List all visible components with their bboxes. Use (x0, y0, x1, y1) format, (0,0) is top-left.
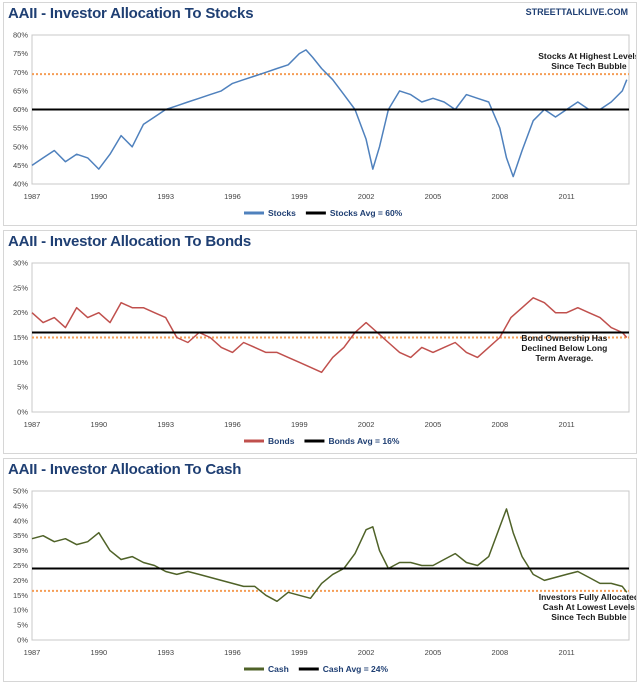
y-tick-label: 35% (13, 531, 28, 540)
y-tick-label: 80% (13, 31, 28, 40)
y-tick-label: 0% (17, 636, 28, 645)
annotation-line: Bond Ownership Has (521, 333, 607, 343)
y-tick-label: 55% (13, 124, 28, 133)
y-tick-label: 40% (13, 516, 28, 525)
x-tick-label: 2008 (491, 648, 508, 657)
y-tick-label: 50% (13, 142, 28, 151)
annotation-line: Term Average. (536, 353, 594, 363)
x-tick-label: 1990 (90, 420, 107, 429)
cash-chart: 0% 5% 10% 15% 20% 25% 30% 35% 40% 45% 50% 1987 1990 1… (13, 487, 636, 675)
y-tick-label: 70% (13, 68, 28, 77)
annotation-line: Stocks At Highest Levels (538, 51, 636, 61)
x-tick-label: 1993 (157, 420, 174, 429)
x-tick-label: 1993 (157, 648, 174, 657)
y-tick-label: 10% (13, 358, 28, 367)
x-tick-label: 2011 (559, 420, 575, 429)
x-tick-label: 1987 (24, 192, 41, 201)
series-line-cash (31, 508, 628, 603)
y-tick-label: 15% (13, 333, 28, 342)
x-tick-label: 2005 (425, 648, 442, 657)
plot-area (31, 490, 630, 641)
x-tick-label: 1996 (224, 420, 241, 429)
x-tick-label: 2002 (358, 420, 375, 429)
chart-title: AAII - Investor Allocation To Cash (8, 461, 242, 478)
y-tick-label: 25% (13, 561, 28, 570)
x-tick-label: 2008 (491, 420, 508, 429)
y-tick-label: 20% (13, 576, 28, 585)
stocks-chart-panel: 40% 45% 50% 55% 60% 65% 70% 75% 80% 1987 1990 1993 1… (3, 2, 637, 226)
legend-label-series: Cash (268, 664, 289, 674)
legend-label-average: Bonds Avg = 16% (328, 436, 399, 446)
bonds-chart: 0% 5% 10% 15% 20% 25% 30% 1987 1990 1993 1996 1999 2… (13, 259, 630, 446)
legend: Stocks Stocks Avg = 60% (244, 208, 403, 218)
legend-label-series: Bonds (268, 436, 295, 446)
annotation-line: Cash At Lowest Levels (543, 602, 636, 612)
legend-label-series: Stocks (268, 208, 296, 218)
legend-label-average: Stocks Avg = 60% (330, 208, 403, 218)
bonds-chart-panel: 0% 5% 10% 15% 20% 25% 30% 1987 1990 1993 1996 1999 2… (3, 230, 637, 454)
y-tick-label: 5% (17, 383, 28, 392)
x-tick-label: 1996 (224, 192, 241, 201)
y-tick-label: 20% (13, 308, 28, 317)
annotation-line: Since Tech Bubble (551, 61, 627, 71)
chart-title: AAII - Investor Allocation To Bonds (8, 233, 252, 250)
y-tick-label: 25% (13, 283, 28, 292)
annotation-line: Since Tech Bubble (551, 612, 627, 622)
y-tick-label: 45% (13, 501, 28, 510)
x-tick-label: 1993 (157, 192, 174, 201)
source-label: STREETTALKLIVE.COM (525, 7, 628, 17)
x-tick-label: 2011 (559, 192, 575, 201)
series-line-stocks (31, 49, 628, 178)
x-tick-label: 1996 (224, 648, 241, 657)
y-tick-label: 45% (13, 161, 28, 170)
series-line-bonds (31, 297, 628, 374)
legend: Bonds Bonds Avg = 16% (244, 436, 400, 446)
x-tick-label: 1999 (291, 648, 308, 657)
x-tick-label: 1987 (24, 648, 41, 657)
cash-chart-panel: 0% 5% 10% 15% 20% 25% 30% 35% 40% 45% 50% 1987 1990 1… (3, 458, 637, 682)
y-tick-label: 65% (13, 86, 28, 95)
y-tick-label: 0% (17, 408, 28, 417)
x-tick-label: 2005 (425, 192, 442, 201)
x-tick-label: 2008 (491, 192, 508, 201)
chart-title: AAII - Investor Allocation To Stocks (8, 5, 254, 22)
legend: Cash Cash Avg = 24% (244, 664, 389, 674)
x-tick-label: 1999 (291, 420, 308, 429)
y-tick-label: 30% (13, 259, 28, 268)
y-tick-label: 60% (13, 105, 28, 114)
x-tick-label: 1999 (291, 192, 308, 201)
x-tick-label: 1990 (90, 648, 107, 657)
y-tick-label: 30% (13, 546, 28, 555)
x-tick-label: 1987 (24, 420, 41, 429)
y-tick-label: 50% (13, 487, 28, 496)
x-tick-label: 2005 (425, 420, 442, 429)
x-tick-label: 2011 (559, 648, 575, 657)
annotation-line: Investors Fully Allocated (539, 592, 636, 602)
y-tick-label: 75% (13, 49, 28, 58)
x-tick-label: 2002 (358, 648, 375, 657)
y-tick-label: 15% (13, 591, 28, 600)
x-tick-label: 1990 (90, 192, 107, 201)
y-tick-label: 5% (17, 621, 28, 630)
legend-label-average: Cash Avg = 24% (323, 664, 389, 674)
y-tick-label: 10% (13, 606, 28, 615)
x-tick-label: 2002 (358, 192, 375, 201)
annotation-line: Declined Below Long (521, 343, 607, 353)
y-tick-label: 40% (13, 180, 28, 189)
stocks-chart: 40% 45% 50% 55% 60% 65% 70% 75% 80% 1987 1990 1993 1… (13, 31, 636, 219)
